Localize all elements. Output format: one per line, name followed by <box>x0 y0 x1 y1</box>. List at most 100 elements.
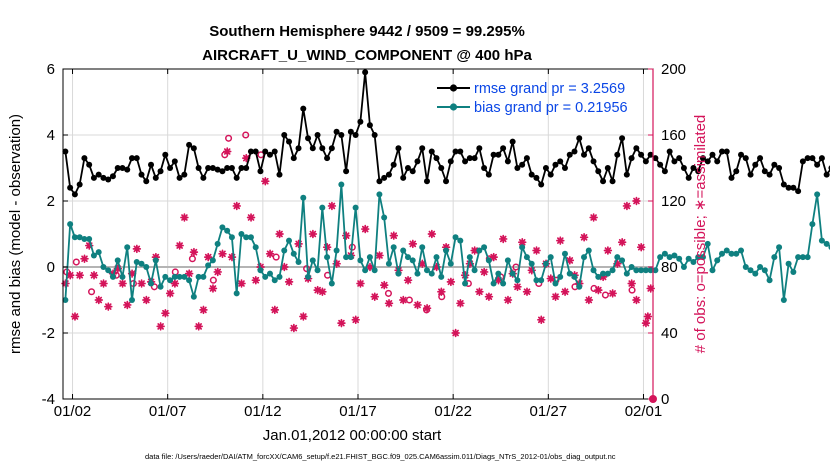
rmse-point <box>385 171 392 178</box>
obs-assimilated-marker <box>384 299 394 308</box>
bias-point <box>704 240 711 247</box>
bias-point <box>157 283 164 290</box>
rmse-point <box>609 178 616 185</box>
bias-point <box>404 254 411 261</box>
bias-point <box>90 252 97 259</box>
bias-point <box>547 254 554 261</box>
bias-point <box>557 273 564 280</box>
obs-assimilated-marker <box>532 246 541 255</box>
bias-point <box>447 260 454 267</box>
rmse-point <box>514 165 521 171</box>
bias-point <box>114 257 121 264</box>
x-tick-label: 02/01 <box>625 403 663 420</box>
bias-point <box>528 260 535 267</box>
obs-assimilated-marker <box>175 241 184 250</box>
bias-point <box>443 247 450 254</box>
rmse-point <box>466 155 473 162</box>
bias-point <box>523 254 530 261</box>
obs-assimilated-marker <box>242 153 251 163</box>
obs-assimilated-marker <box>494 275 503 285</box>
obs-assimilated-marker <box>370 292 379 301</box>
bias-point <box>747 267 754 274</box>
rmse-point <box>81 155 88 162</box>
bias-point <box>243 234 250 241</box>
bias-point <box>338 181 345 188</box>
bias-point <box>228 234 235 241</box>
obs-assimilated-marker <box>460 271 470 280</box>
rmse-point <box>314 132 321 138</box>
rmse-point <box>809 155 816 162</box>
bias-point <box>581 254 588 261</box>
obs-assimilated-marker <box>194 322 203 331</box>
bias-point <box>266 270 273 277</box>
obs-assimilated-marker <box>280 262 289 272</box>
bias-point <box>381 214 388 221</box>
rmse-point <box>257 168 264 175</box>
rmse-point <box>200 174 207 181</box>
y-tick-label-right: 120 <box>661 193 686 210</box>
rmse-point <box>666 148 673 155</box>
obs-possible-marker <box>384 289 393 297</box>
rmse-point <box>419 145 426 152</box>
rmse-point <box>205 165 212 171</box>
bias-point <box>71 234 78 241</box>
obs-assimilated-marker <box>227 252 237 262</box>
rmse-point <box>390 161 397 168</box>
rmse-point <box>676 155 683 162</box>
obs-assimilated-marker <box>641 318 651 328</box>
obs-assimilated-marker <box>246 213 256 222</box>
bias-point <box>776 244 783 251</box>
bias-point <box>119 273 126 280</box>
bias-point <box>600 270 607 277</box>
obs-assimilated-marker <box>70 312 80 321</box>
rmse-point <box>671 158 678 165</box>
rmse-point <box>600 178 607 185</box>
obs-assimilated-marker <box>85 241 94 250</box>
rmse-point <box>209 165 216 171</box>
rmse-series <box>62 69 830 198</box>
rmse-point <box>243 165 250 171</box>
obs-assimilated-marker <box>65 271 75 280</box>
chart-title-line1: Southern Hemisphere 9442 / 9509 = 99.295… <box>209 23 525 40</box>
bias-point <box>143 264 150 270</box>
rmse-point <box>395 145 402 152</box>
obs-assimilated-marker <box>432 262 441 272</box>
rmse-point <box>362 69 369 76</box>
bias-point <box>109 273 116 280</box>
bias-point <box>671 252 678 259</box>
obs-assimilated-marker <box>579 233 589 242</box>
bias-point <box>638 267 645 274</box>
rmse-point <box>509 138 516 145</box>
y-tick-label-left: 4 <box>47 127 55 144</box>
obs-assimilated-marker <box>437 287 446 296</box>
bias-point <box>818 237 825 244</box>
rmse-point <box>462 158 469 165</box>
legend: rmse grand pr = 3.2569 bias grand pr = 0… <box>437 81 628 116</box>
obs-possible-marker <box>188 255 196 263</box>
rmse-point <box>519 161 526 168</box>
rmse-point <box>614 151 621 158</box>
rmse-point <box>224 165 231 171</box>
obs-assimilated-marker <box>479 267 489 277</box>
obs-assimilated-marker <box>61 279 70 288</box>
rmse-point <box>590 158 597 165</box>
rmse-point <box>100 174 107 181</box>
obs-assimilated-marker <box>408 239 418 249</box>
bias-point <box>333 247 340 254</box>
bias-point <box>362 267 369 274</box>
rmse-point <box>305 135 312 142</box>
x-tick-label: 01/27 <box>530 403 568 420</box>
bias-point <box>585 247 592 254</box>
rmse-point <box>176 174 183 181</box>
bias-point <box>623 270 630 277</box>
obs-assimilated-marker <box>218 249 227 259</box>
bias-point <box>128 297 135 303</box>
bias-point <box>214 240 221 247</box>
obs-count-series <box>61 131 655 338</box>
obs-assimilated-marker <box>551 292 560 301</box>
x-tick-label: 01/17 <box>339 403 377 420</box>
obs-assimilated-marker <box>622 201 632 211</box>
obs-assimilated-marker <box>646 284 655 293</box>
bias-point <box>500 280 507 287</box>
rmse-point <box>761 168 768 175</box>
